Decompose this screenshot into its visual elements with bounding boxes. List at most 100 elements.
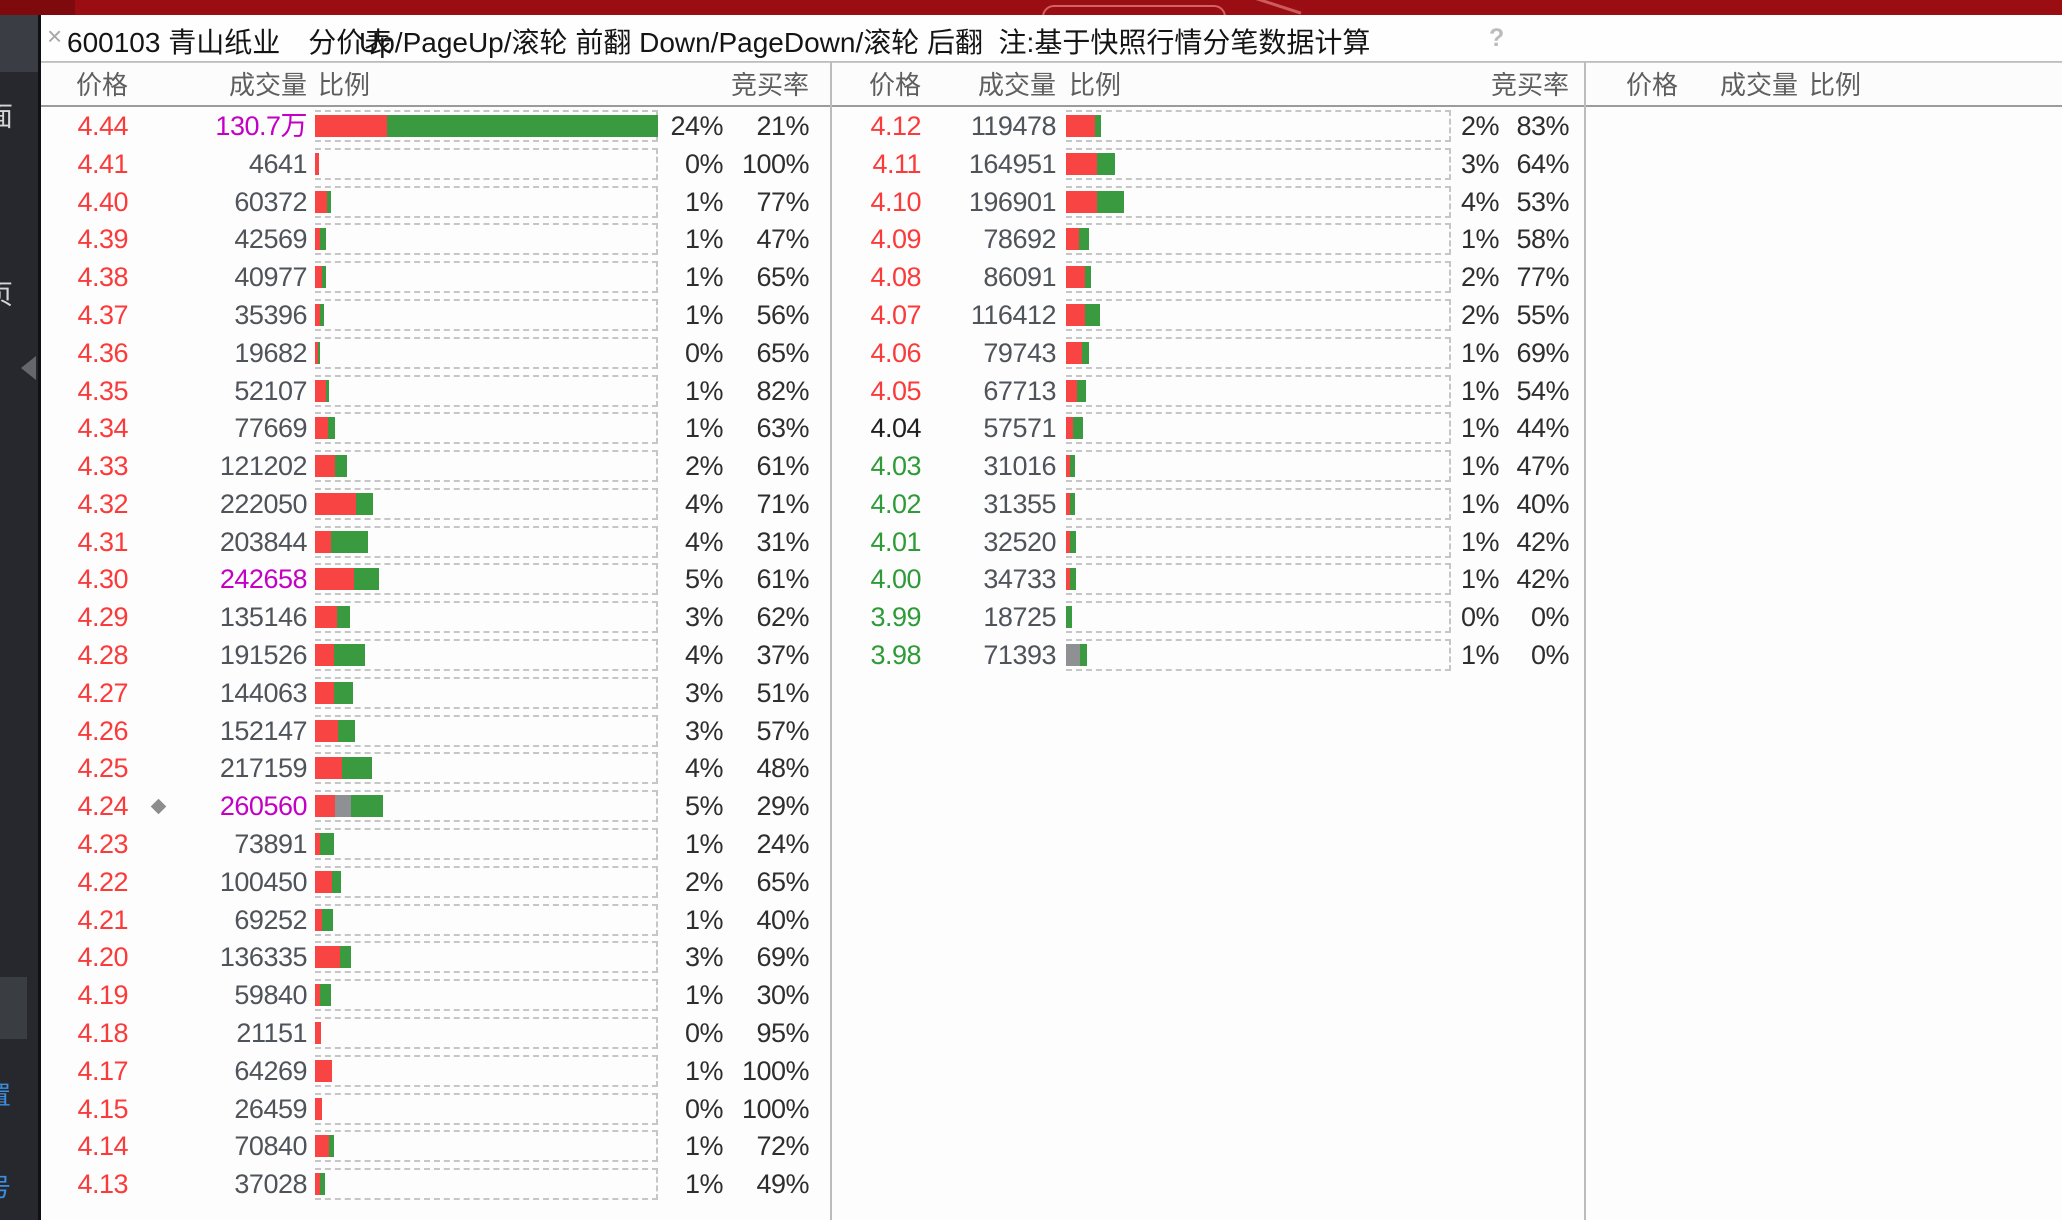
table-row-4.10[interactable]: 4.10 196901 4% 53%: [832, 183, 1584, 221]
volume-cell: 59840: [234, 980, 307, 1011]
header-ratio: 比例: [318, 70, 371, 100]
table-row-4.22[interactable]: 4.22 100450 2% 65%: [41, 863, 830, 901]
table-row-4.27[interactable]: 4.27 144063 3% 51%: [41, 674, 830, 712]
table-row-4.08[interactable]: 4.08 86091 2% 77%: [832, 258, 1584, 296]
price-cell: 4.06: [870, 337, 921, 368]
volume-cell: 42569: [234, 224, 307, 255]
buy-sell-ratio-bar: [1066, 606, 1072, 629]
bar-segment-green: [1080, 644, 1087, 667]
bar-segment-gray: [335, 795, 351, 818]
table-row-3.99[interactable]: 3.99 18725 0% 0%: [832, 598, 1584, 636]
table-row-4.44[interactable]: 4.44 130.7万 24% 21%: [41, 107, 830, 145]
price-cell: 4.35: [77, 375, 128, 406]
ratio-bar-track: [315, 525, 658, 558]
table-row-4.18[interactable]: 4.18 21151 0% 95%: [41, 1014, 830, 1052]
sidebar-button-patch[interactable]: [0, 977, 27, 1039]
help-icon[interactable]: ?: [1489, 24, 1505, 52]
table-row-4.04[interactable]: 4.04 57571 1% 44%: [832, 409, 1584, 447]
table-row-4.09[interactable]: 4.09 78692 1% 58%: [832, 220, 1584, 258]
table-row-4.06[interactable]: 4.06 79743 1% 69%: [832, 334, 1584, 372]
buy-sell-ratio-bar: [315, 341, 320, 364]
table-row-4.21[interactable]: 4.21 69252 1% 40%: [41, 901, 830, 939]
price-cell: 4.30: [77, 564, 128, 595]
sidebar-item-置[interactable]: 置: [0, 1078, 11, 1114]
table-row-4.29[interactable]: 4.29 135146 3% 62%: [41, 598, 830, 636]
table-row-4.40[interactable]: 4.40 60372 1% 77%: [41, 183, 830, 221]
table-row-4.13[interactable]: 4.13 37028 1% 49%: [41, 1165, 830, 1203]
price-cell: 4.44: [77, 111, 128, 141]
paging-hint-text: Up/PageUp/滚轮 前翻 Down/PageDown/滚轮 后翻 注:基于…: [359, 27, 1371, 58]
price-cell: 4.36: [77, 337, 128, 368]
table-row-4.07[interactable]: 4.07 116412 2% 55%: [832, 296, 1584, 334]
ratio-bar-track: [1066, 223, 1451, 256]
bar-segment-red: [315, 1135, 329, 1158]
table-row-4.23[interactable]: 4.23 73891 1% 24%: [41, 825, 830, 863]
price-cell: 4.09: [870, 224, 921, 255]
table-row-4.14[interactable]: 4.14 70840 1% 72%: [41, 1127, 830, 1165]
table-row-4.35[interactable]: 4.35 52107 1% 82%: [41, 372, 830, 410]
bar-segment-green: [1082, 341, 1089, 364]
table-row-4.05[interactable]: 4.05 67713 1% 54%: [832, 372, 1584, 410]
bid-rate-cell: 21%: [756, 111, 809, 141]
bid-rate-cell: 65%: [756, 337, 809, 368]
sidebar-collapse-icon[interactable]: [21, 356, 36, 380]
bid-rate-cell: 47%: [1516, 451, 1569, 482]
table-row-4.41[interactable]: 4.41 4641 0% 100%: [41, 145, 830, 183]
volume-cell: 37028: [234, 1169, 307, 1200]
table-row-4.36[interactable]: 4.36 19682 0% 65%: [41, 334, 830, 372]
ratio-bar-track: [1066, 639, 1451, 672]
price-cell: 4.37: [77, 299, 128, 330]
table-row-4.25[interactable]: 4.25 217159 4% 48%: [41, 749, 830, 787]
sidebar-item-号[interactable]: 号: [0, 1170, 11, 1206]
bid-rate-cell: 100%: [741, 1055, 810, 1086]
table-row-4.19[interactable]: 4.19 59840 1% 30%: [41, 976, 830, 1014]
ratio-bar-track: [1066, 298, 1451, 331]
table-row-4.00[interactable]: 4.00 34733 1% 42%: [832, 560, 1584, 598]
table-row-4.17[interactable]: 4.17 64269 1% 100%: [41, 1052, 830, 1090]
table-row-4.01[interactable]: 4.01 32520 1% 42%: [832, 523, 1584, 561]
table-row-4.24[interactable]: 4.24 260560 5% 29%: [41, 787, 830, 825]
table-row-4.30[interactable]: 4.30 242658 5% 61%: [41, 560, 830, 598]
table-row-4.37[interactable]: 4.37 35396 1% 56%: [41, 296, 830, 334]
volume-cell: 32520: [983, 526, 1056, 557]
bid-rate-cell: 64%: [1516, 148, 1569, 179]
sidebar-item-面[interactable]: 面: [0, 99, 13, 135]
sidebar-divider: [38, 15, 41, 1220]
table-row-4.33[interactable]: 4.33 121202 2% 61%: [41, 447, 830, 485]
price-cell: 4.17: [77, 1055, 128, 1086]
buy-sell-ratio-bar: [1066, 190, 1124, 213]
table-row-4.12[interactable]: 4.12 119478 2% 83%: [832, 107, 1584, 145]
table-row-4.39[interactable]: 4.39 42569 1% 47%: [41, 220, 830, 258]
table-row-4.03[interactable]: 4.03 31016 1% 47%: [832, 447, 1584, 485]
ratio-bar-track: [1066, 563, 1451, 596]
ratio-bar-track: [315, 412, 658, 445]
ratio-percent-cell: 0%: [684, 1093, 724, 1124]
price-cell: 4.19: [77, 980, 128, 1011]
ratio-percent-cell: 3%: [684, 602, 724, 633]
ratio-bar-track: [315, 336, 658, 369]
bar-segment-gray: [1066, 644, 1080, 667]
table-row-4.26[interactable]: 4.26 152147 3% 57%: [41, 712, 830, 750]
header-volume: 成交量: [1719, 70, 1798, 100]
ratio-bar-track: [1066, 110, 1451, 142]
table-row-4.15[interactable]: 4.15 26459 0% 100%: [41, 1090, 830, 1128]
table-row-4.31[interactable]: 4.31 203844 4% 31%: [41, 523, 830, 561]
ratio-bar-track: [315, 450, 658, 483]
table-row-4.34[interactable]: 4.34 77669 1% 63%: [41, 409, 830, 447]
sidebar-top-block: [0, 15, 38, 72]
close-icon[interactable]: ×: [47, 21, 63, 51]
table-row-4.11[interactable]: 4.11 164951 3% 64%: [832, 145, 1584, 183]
table-row-4.20[interactable]: 4.20 136335 3% 69%: [41, 938, 830, 976]
table-row-4.28[interactable]: 4.28 191526 4% 37%: [41, 636, 830, 674]
table-row-3.98[interactable]: 3.98 71393 1% 0%: [832, 636, 1584, 674]
bid-rate-cell: 77%: [756, 186, 809, 217]
ratio-percent-cell: 1%: [684, 262, 724, 293]
sidebar-item-页[interactable]: 页: [0, 277, 13, 313]
table-row-4.32[interactable]: 4.32 222050 4% 71%: [41, 485, 830, 523]
price-cell: 4.04: [870, 413, 921, 444]
table-row-4.02[interactable]: 4.02 31355 1% 40%: [832, 485, 1584, 523]
volume-cell: 70840: [234, 1131, 307, 1162]
header-bid-rate: 竞买率: [1490, 70, 1569, 100]
table-row-4.38[interactable]: 4.38 40977 1% 65%: [41, 258, 830, 296]
bid-rate-cell: 83%: [1516, 111, 1569, 141]
